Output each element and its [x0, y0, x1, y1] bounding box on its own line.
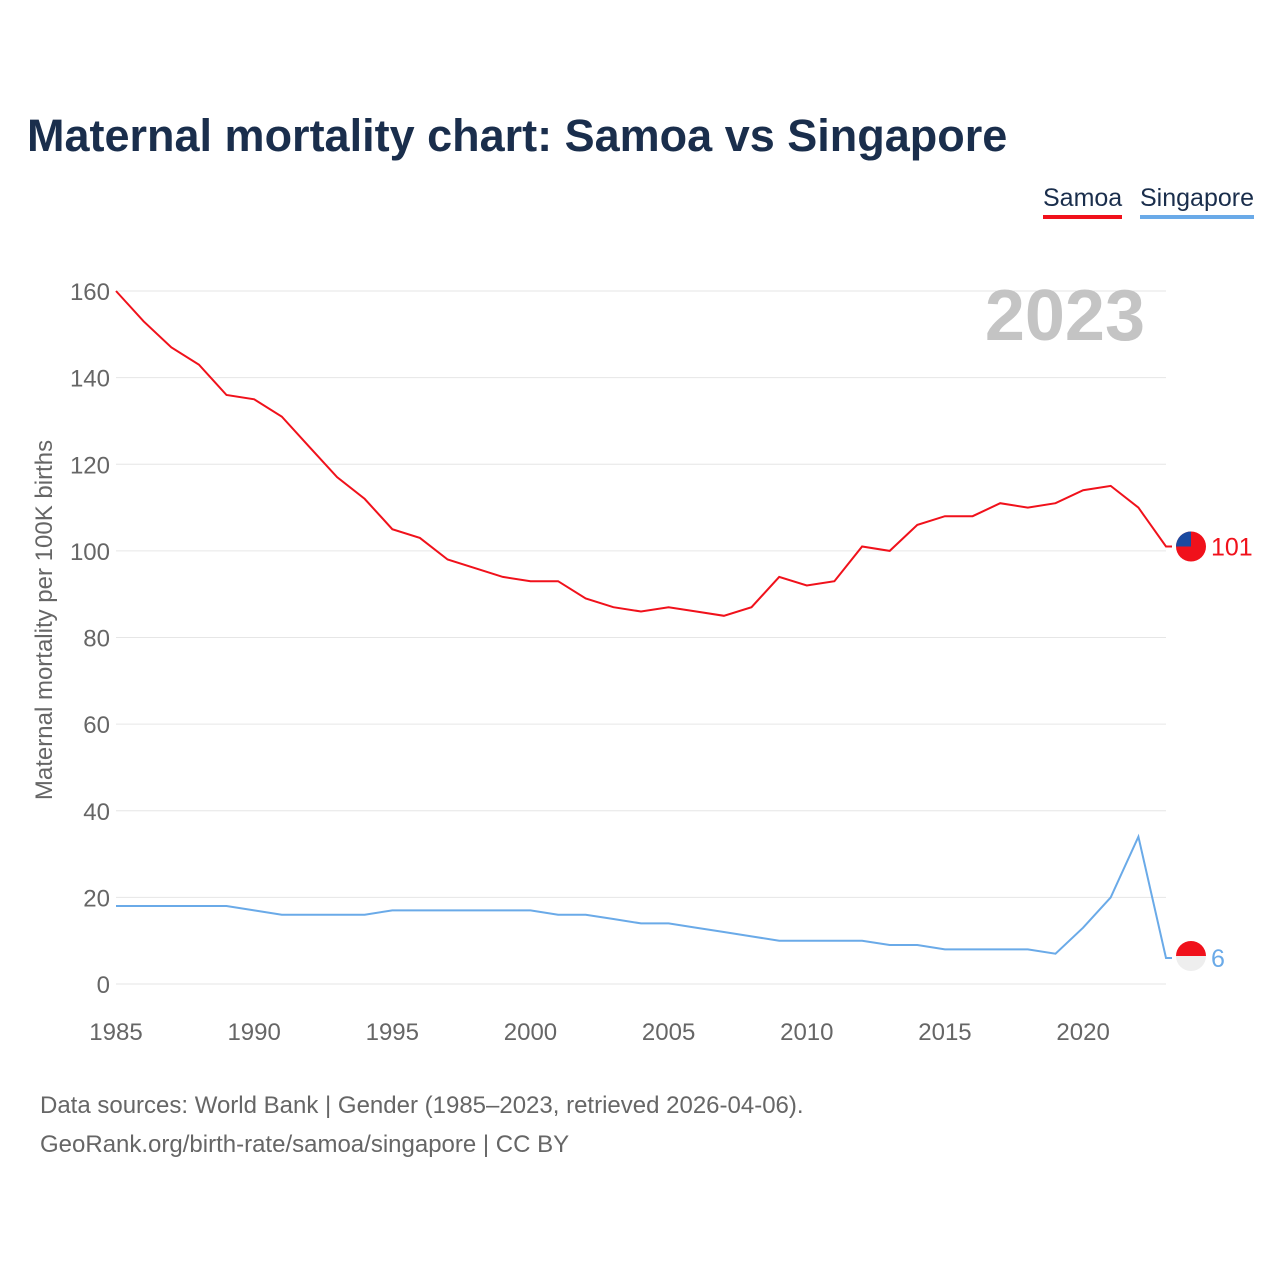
- end-value-label: 101: [1211, 534, 1253, 562]
- legend-singapore[interactable]: Singapore: [1140, 184, 1254, 219]
- samoa-flag-canton: [1176, 531, 1191, 547]
- x-tick-label: 2005: [642, 1019, 695, 1046]
- end-value-label: 6: [1211, 945, 1225, 973]
- chart-title: Maternal mortality chart: Samoa vs Singa…: [27, 110, 1008, 161]
- y-tick-label: 160: [70, 279, 110, 306]
- series-line-samoa: [115, 290, 1173, 617]
- y-axis-label: Maternal mortality per 100K births: [31, 440, 58, 800]
- y-tick-label: 120: [70, 452, 110, 479]
- singapore-flag-bottom: [1176, 956, 1206, 972]
- footer: Data sources: World Bank | Gender (1985–…: [40, 1086, 804, 1164]
- x-tick-label: 1985: [89, 1019, 142, 1046]
- series-line-singapore: [116, 833, 1173, 960]
- x-tick-label: 1990: [227, 1019, 280, 1046]
- y-tick-label: 80: [83, 626, 110, 653]
- y-tick-label: 60: [83, 712, 110, 739]
- x-tick-label: 1995: [366, 1019, 419, 1046]
- y-tick-label: 100: [70, 539, 110, 566]
- legend-samoa[interactable]: Samoa: [1043, 184, 1123, 219]
- footer-sources: Data sources: World Bank | Gender (1985–…: [40, 1092, 804, 1119]
- singapore-flag-icon: [1176, 941, 1206, 957]
- x-tick-label: 2000: [504, 1019, 557, 1046]
- y-tick-label: 0: [97, 972, 110, 999]
- x-tick-label: 2010: [780, 1019, 833, 1046]
- footer-link[interactable]: GeoRank.org/birth-rate/samoa/singapore |…: [40, 1131, 570, 1158]
- x-tick-label: 2015: [918, 1019, 971, 1046]
- x-tick-label: 2020: [1056, 1019, 1109, 1046]
- y-tick-label: 20: [83, 885, 110, 912]
- year-label: 2023: [985, 276, 1145, 356]
- y-tick-label: 40: [83, 799, 110, 826]
- y-tick-label: 140: [70, 366, 110, 393]
